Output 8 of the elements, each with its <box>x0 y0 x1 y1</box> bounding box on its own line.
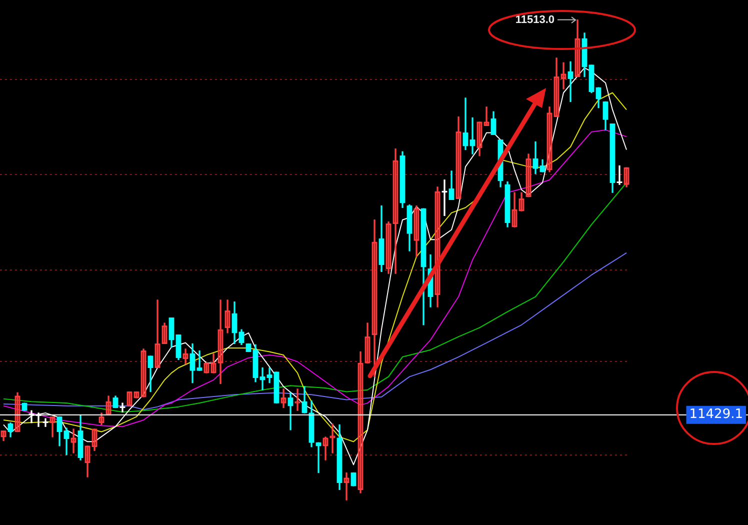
candlestick <box>568 61 574 102</box>
candlestick <box>196 350 202 371</box>
ref-line-label: 11513.0 <box>515 14 554 26</box>
candlestick <box>266 367 272 384</box>
ref-line-label: 11429.1 <box>689 407 744 422</box>
candlestick <box>260 367 266 390</box>
candlestick <box>126 391 132 406</box>
candlestick <box>470 117 476 154</box>
